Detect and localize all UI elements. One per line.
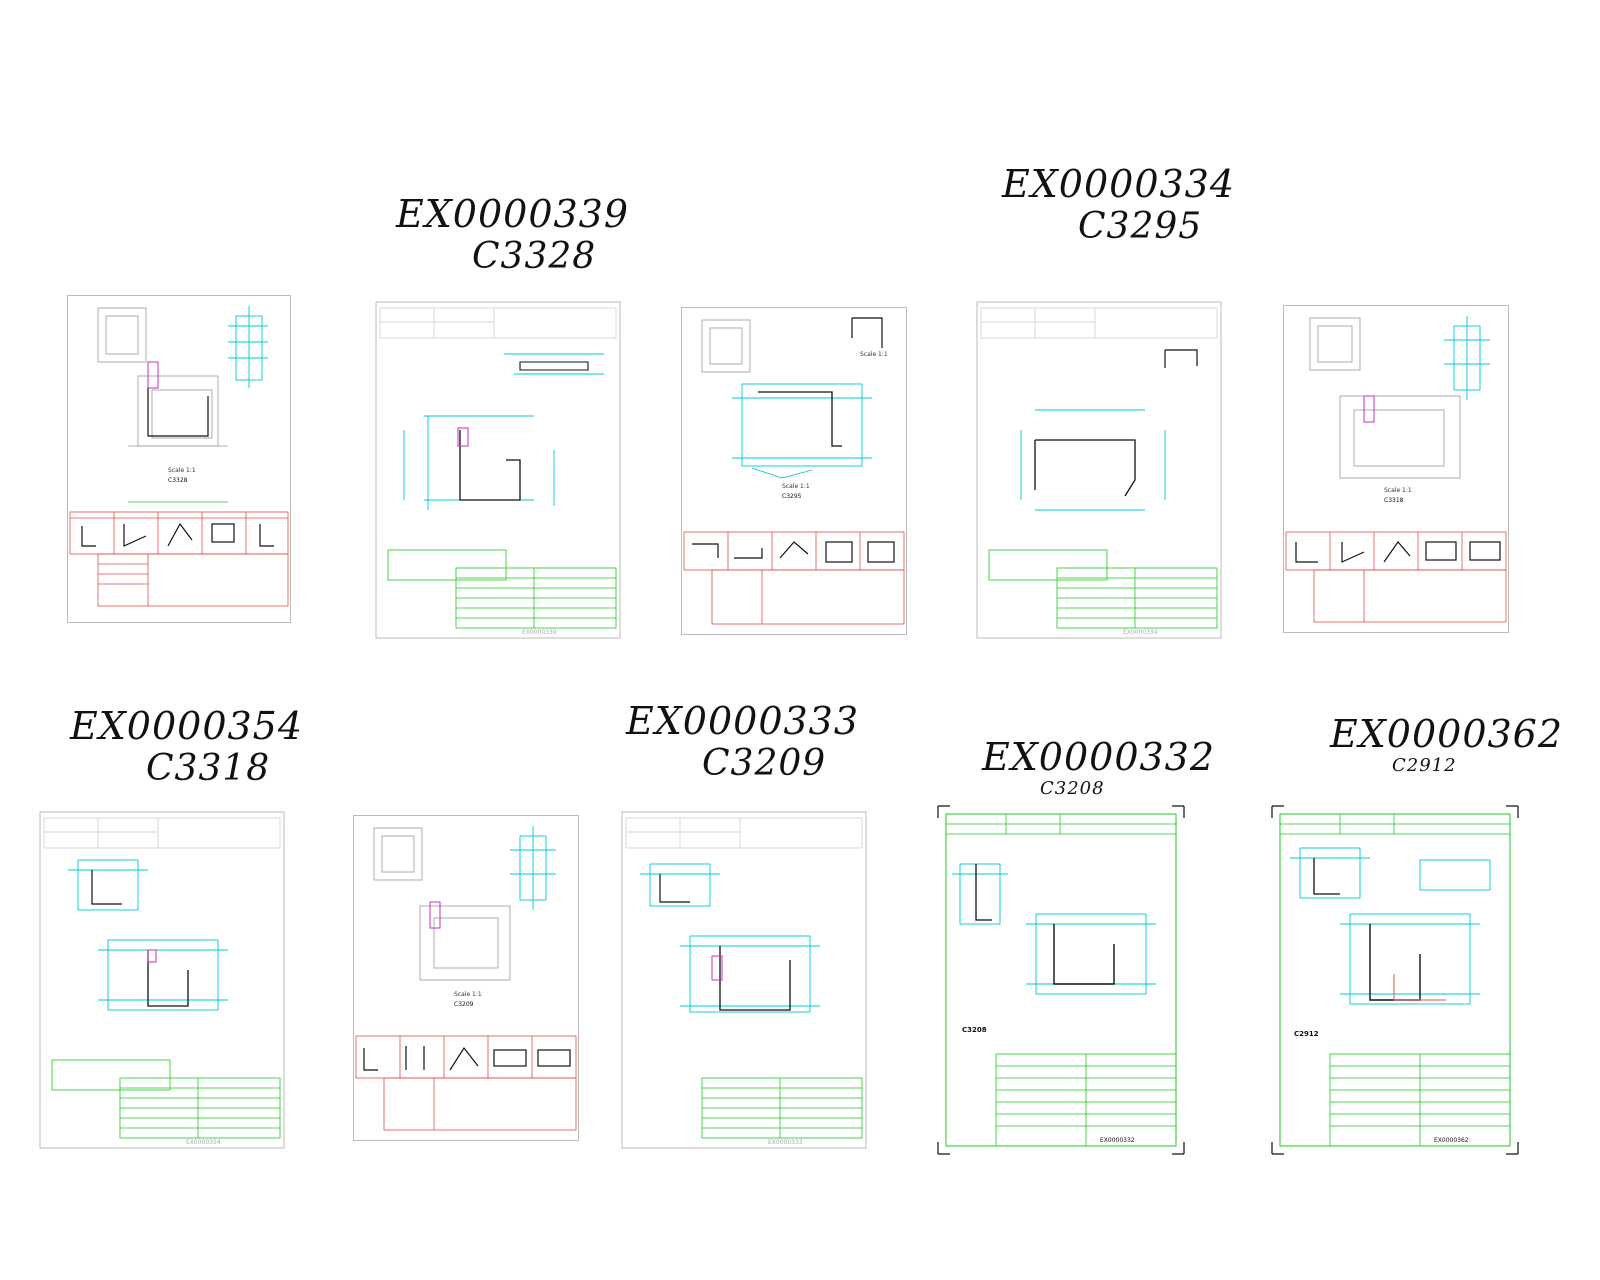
scale-note: Scale 1:1: [168, 467, 196, 474]
part-label: C3208: [962, 1026, 987, 1034]
part-label: C2912: [1294, 1030, 1319, 1038]
part-label: C3318: [1384, 497, 1404, 504]
label-ex0000339: EX0000339 C3328: [396, 195, 629, 275]
sheet-footer-id: EX0000339: [522, 629, 557, 636]
label-sub: C3295: [1078, 206, 1203, 247]
scale-note: Scale 1:1: [782, 483, 810, 490]
part-label: C3295: [782, 493, 802, 500]
assembly-drawing: Scale 1:1 C3328: [69, 306, 289, 607]
sheet-footer-id: EX0000334: [1123, 629, 1158, 636]
drawing-sheet-green: C3208 EX0000332: [936, 804, 1186, 1156]
drawing-sheet-assembly: Scale 1:1 C3328: [67, 295, 291, 623]
part-label: C3328: [168, 477, 188, 484]
label-code: EX0000354: [70, 704, 304, 748]
profile-drawing: EX0000354: [39, 811, 285, 1149]
label-sub: C3328: [472, 236, 597, 277]
drawing-sheet-profile: EX0000334: [975, 300, 1223, 640]
label-sub: C3208: [1040, 778, 1105, 799]
label-sub: C2912: [1392, 755, 1457, 776]
label-ex0000362: EX0000362 C2912: [1330, 715, 1563, 775]
label-ex0000332: EX0000332 C3208: [982, 738, 1215, 798]
profile-drawing: C3208 EX0000332: [937, 805, 1185, 1155]
scale-note: Scale 1:1: [860, 351, 888, 358]
sheet-footer-id: EX0000362: [1434, 1137, 1469, 1144]
drawing-sheet-assembly: Scale 1:1 C3209: [353, 815, 579, 1141]
assembly-drawing: Scale 1:1 C3318: [1285, 316, 1507, 623]
sheet-footer-id: EX0000333: [768, 1139, 803, 1146]
sheet-footer-id: EX0000354: [186, 1139, 221, 1146]
drawing-sheet-profile: EX0000354: [38, 810, 286, 1150]
label-code: EX0000334: [1002, 162, 1236, 206]
label-sub: C3209: [702, 743, 827, 784]
drawing-sheet-profile: EX0000333: [620, 810, 868, 1150]
label-code: EX0000332: [982, 735, 1216, 779]
assembly-drawing: Scale 1:1 C3209: [355, 826, 577, 1131]
part-label: C3209: [454, 1001, 474, 1008]
label-ex0000333: EX0000333 C3209: [626, 702, 859, 782]
label-code: EX0000339: [396, 192, 630, 236]
profile-drawing: C2912 EX0000362: [1271, 805, 1519, 1155]
profile-drawing: EX0000334: [976, 301, 1222, 639]
label-code: EX0000333: [626, 699, 860, 743]
label-ex0000334: EX0000334 C3295: [1002, 165, 1235, 245]
drawing-sheet-green: C2912 EX0000362: [1270, 804, 1520, 1156]
sheet-footer-id: EX0000332: [1100, 1137, 1135, 1144]
drawing-sheet-profile: EX0000339: [374, 300, 622, 640]
drawing-sheet-assembly: Scale 1:1 C3318: [1283, 305, 1509, 633]
label-ex0000354: EX0000354 C3318: [70, 707, 303, 787]
profile-drawing: EX0000339: [375, 301, 621, 639]
scale-note: Scale 1:1: [454, 991, 482, 998]
profile-drawing: EX0000333: [621, 811, 867, 1149]
assembly-drawing: Scale 1:1 Scale 1:1 C3295: [683, 317, 905, 625]
drawing-sheet-assembly: Scale 1:1 Scale 1:1 C3295: [681, 307, 907, 635]
label-sub: C3318: [146, 748, 271, 789]
label-code: EX0000362: [1330, 712, 1564, 756]
scale-note: Scale 1:1: [1384, 487, 1412, 494]
